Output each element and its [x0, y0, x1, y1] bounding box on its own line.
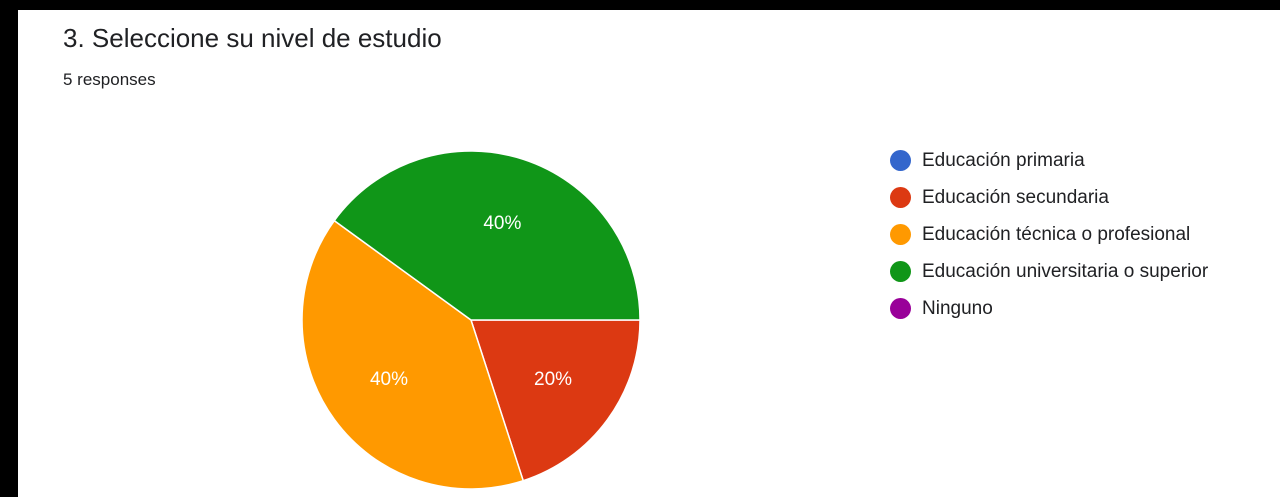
legend-label: Educación universitaria o superior [922, 260, 1209, 282]
legend-label: Educación primaria [922, 149, 1085, 171]
legend-label: Ninguno [922, 297, 993, 319]
legend-swatch-icon [890, 187, 911, 208]
question-title: 3. Seleccione su nivel de estudio [63, 23, 442, 53]
slice-percent-label: 20% [534, 369, 572, 390]
legend-swatch-icon [890, 298, 911, 319]
response-count: 5 responses [63, 70, 156, 89]
legend-swatch-icon [890, 224, 911, 245]
legend-swatch-icon [890, 261, 911, 282]
pie-slice[interactable] [333, 150, 641, 321]
legend-item[interactable]: Educación universitaria o superior [890, 258, 1208, 285]
pie-slice[interactable] [301, 219, 524, 490]
legend-item[interactable]: Educación secundaria [890, 184, 1208, 211]
legend-item[interactable]: Educación primaria [890, 147, 1208, 174]
pie-slice[interactable] [470, 319, 641, 482]
pie-chart: 20% 40% 40% [301, 150, 641, 490]
legend-swatch-icon [890, 150, 911, 171]
slice-percent-label: 40% [370, 369, 408, 390]
legend-item[interactable]: Educación técnica o profesional [890, 221, 1208, 248]
legend-label: Educación técnica o profesional [922, 223, 1191, 245]
legend-item[interactable]: Ninguno [890, 295, 1208, 322]
slice-percent-label: 40% [483, 213, 521, 234]
chart-card: 3. Seleccione su nivel de estudio 5 resp… [18, 10, 1280, 497]
legend-label: Educación secundaria [922, 186, 1109, 208]
chart-legend: Educación primaria Educación secundaria … [890, 147, 1208, 332]
